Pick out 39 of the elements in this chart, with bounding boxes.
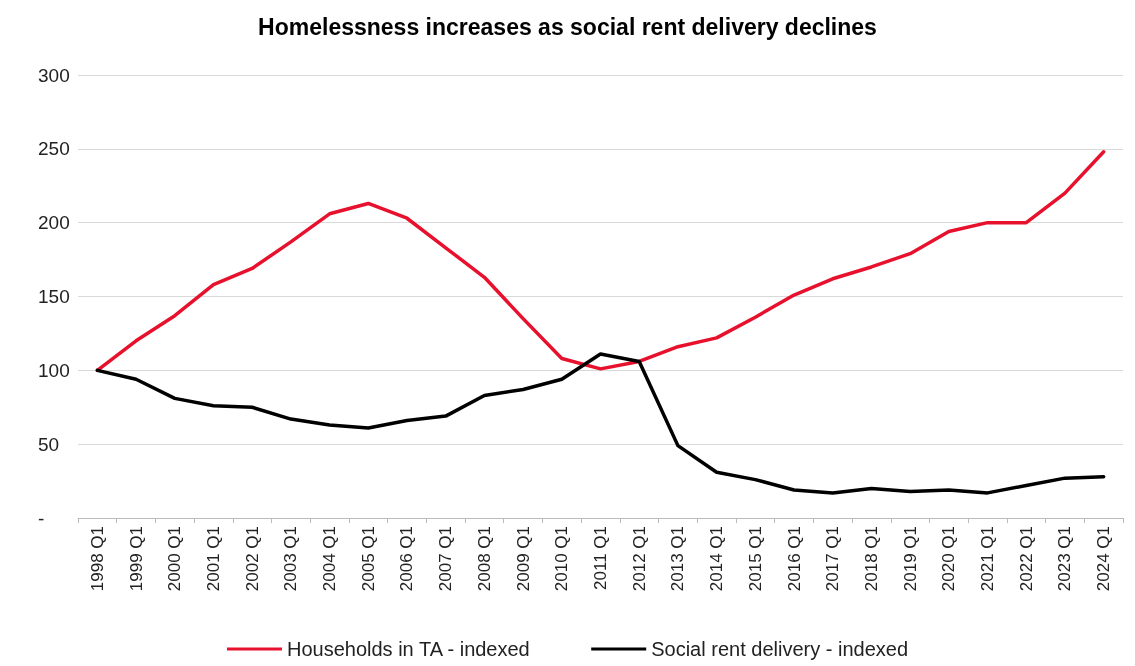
x-tick-label: 2021 Q1	[978, 526, 998, 592]
x-tick-label: 2019 Q1	[900, 526, 920, 592]
x-tick-label: 2006 Q1	[397, 526, 417, 592]
x-tick-label: 2007 Q1	[436, 526, 456, 592]
line-series	[95, 150, 1106, 373]
x-tick-label: 2011 Q1	[591, 526, 610, 590]
x-tick-label: 2003 Q1	[281, 526, 301, 592]
x-tick-label: 2015 Q1	[745, 526, 765, 592]
y-tick-label: 250	[38, 138, 70, 160]
y-tick-label: -	[38, 507, 45, 529]
y-tick-label: 100	[38, 359, 70, 381]
x-tick-label: 2022 Q1	[1016, 526, 1036, 592]
x-tick-label: 2004 Q1	[320, 526, 340, 592]
x-tick-label: 2009 Q1	[513, 526, 533, 592]
x-tick-label: 2001 Q1	[203, 526, 223, 592]
x-tick-label: 1999 Q1	[126, 526, 146, 592]
x-tick-label: 2008 Q1	[474, 526, 494, 592]
line-series	[95, 352, 1106, 495]
legend-label: Households in TA - indexed	[287, 638, 530, 660]
x-tick-label: 2013 Q1	[668, 526, 688, 592]
y-tick-label: 150	[38, 286, 70, 307]
x-tick-label: 2010 Q1	[552, 526, 572, 592]
x-tick-label: 2000 Q1	[165, 526, 185, 592]
x-tick-label: 2020 Q1	[939, 526, 959, 592]
x-tick-label: 2018 Q1	[861, 526, 881, 592]
x-tick-label: 2005 Q1	[358, 526, 378, 592]
legend-label: Social rent delivery - indexed	[651, 638, 908, 660]
y-tick-label: 300	[38, 64, 70, 86]
x-tick-label: 1998 Q1	[87, 526, 107, 592]
x-tick-label: 2017 Q1	[823, 526, 843, 592]
x-tick-label: 2016 Q1	[784, 526, 804, 592]
x-tick-label: 2023 Q1	[1055, 526, 1075, 592]
y-tick-label: 50	[38, 433, 60, 455]
x-tick-label: 2012 Q1	[629, 526, 649, 592]
x-tick-label: 2002 Q1	[242, 526, 262, 592]
chart-title: Homelessness increases as social rent delivery declines	[258, 13, 877, 40]
y-tick-label: 200	[38, 212, 70, 234]
x-tick-label: 2014 Q1	[707, 526, 727, 592]
x-tick-label: 2024 Q1	[1094, 526, 1114, 592]
